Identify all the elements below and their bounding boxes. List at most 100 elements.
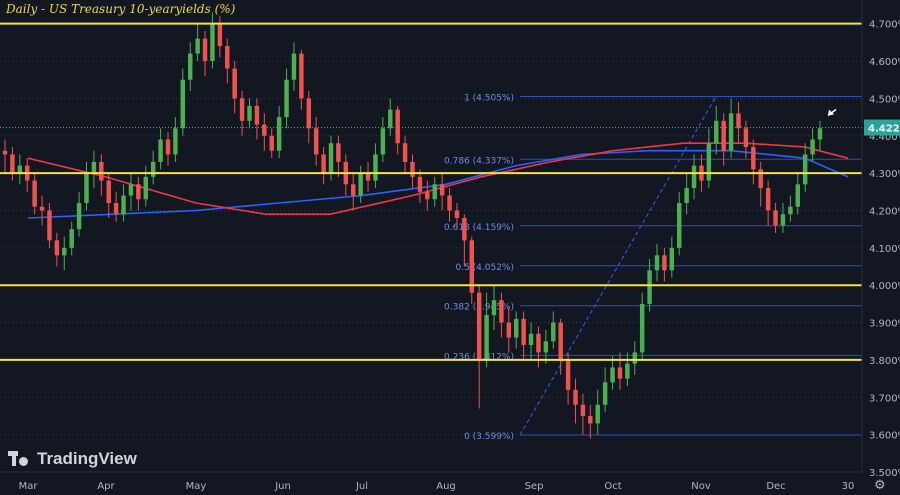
candle-body [247, 105, 252, 121]
candle-body [173, 128, 178, 155]
y-tick-label: 4.500% [869, 94, 900, 105]
candle-body [714, 120, 719, 144]
candle-body [632, 352, 637, 364]
candle-body [121, 195, 126, 215]
candle-body [506, 322, 512, 338]
y-tick-label: 3.600% [869, 431, 900, 442]
candle-body [439, 184, 445, 196]
fib-level-label: 0.618 (4.159%) [444, 223, 514, 233]
candle-body [373, 154, 378, 181]
candle-body [684, 188, 689, 204]
tradingview-logo-icon [8, 451, 32, 467]
candle-body [721, 120, 726, 151]
candle-body [395, 109, 400, 144]
candle-body [758, 169, 763, 189]
fib-level-label: 0.5 (4.052%) [455, 263, 514, 273]
candle-body [217, 23, 223, 47]
y-tick-label: 4.300% [869, 169, 900, 180]
candle-body [165, 139, 171, 155]
candle-body [158, 139, 163, 162]
x-tick-label: Nov [691, 481, 711, 492]
candle-body [328, 143, 334, 174]
candle-body [32, 180, 37, 207]
candle-body [10, 154, 15, 174]
candle-body [262, 124, 267, 136]
candle-body [239, 98, 245, 121]
candle-body [543, 341, 549, 353]
candle-body [795, 184, 800, 207]
candle-body [91, 161, 97, 174]
candle-body [499, 300, 504, 323]
tradingview-wordmark: TradingView [37, 449, 137, 468]
candle-body [136, 184, 141, 200]
gear-icon[interactable]: ⚙ [874, 478, 886, 493]
candle-body [417, 176, 423, 192]
candle-body [662, 255, 667, 271]
y-tick-label: 4.000% [869, 281, 900, 292]
candle-body [780, 214, 786, 226]
candle-body [380, 128, 386, 155]
last-price-label: 4.422% [868, 124, 900, 135]
candle-body [691, 165, 697, 189]
candle-body [269, 135, 274, 151]
candle-body [351, 184, 356, 196]
candle-body [610, 367, 615, 383]
x-tick-label: Mar [19, 481, 39, 492]
x-tick-label: Apr [97, 481, 115, 492]
candle-body [810, 139, 815, 155]
candle-body [462, 217, 467, 241]
candle-body [62, 247, 67, 256]
candle-body [521, 318, 526, 345]
fib-trend-line [519, 96, 717, 436]
moving-average-line [27, 142, 849, 215]
candle-body [454, 210, 460, 218]
x-tick-label: Jun [274, 481, 291, 492]
y-tick-label: 3.900% [869, 319, 900, 330]
candle-body [647, 270, 652, 304]
candle-body [802, 154, 808, 185]
candle-body [128, 184, 134, 196]
candle-body [113, 203, 119, 215]
candle-body [365, 173, 371, 181]
fib-level-label: 1 (4.505%) [464, 94, 514, 104]
candle-body [639, 303, 645, 353]
candle-body [447, 195, 452, 211]
candle-body [736, 113, 741, 129]
candle-body [536, 333, 541, 353]
y-tick-label: 4.700% [869, 20, 900, 31]
x-tick-label: Aug [436, 481, 456, 492]
fib-level-label: 0.786 (4.337%) [444, 156, 514, 166]
candle-body [706, 143, 712, 181]
candle-body [210, 23, 215, 62]
candle-body [276, 117, 282, 151]
candle-body [336, 143, 341, 162]
candle-body [588, 415, 593, 424]
candle-body [299, 53, 304, 99]
candle-body [84, 173, 89, 204]
candle-body [150, 161, 156, 177]
candle-body [202, 38, 208, 62]
candle-body [188, 53, 193, 80]
y-tick-label: 4.200% [869, 206, 900, 217]
candle-body [728, 113, 734, 151]
candle-body [788, 206, 793, 215]
candle-body [773, 210, 778, 226]
candle-body [306, 98, 311, 129]
candle-body [751, 146, 756, 170]
candle-body [573, 389, 578, 405]
candle-body [402, 143, 408, 162]
candle-body [54, 240, 60, 256]
candle-body [99, 161, 104, 181]
candle-body [410, 161, 415, 177]
fib-level-label: 0 (3.599%) [464, 432, 514, 442]
candle-body [76, 203, 82, 230]
last-price-badge [864, 119, 900, 136]
candle-body [677, 203, 682, 248]
candle-body [2, 150, 8, 155]
x-tick-label: 30 [842, 481, 855, 492]
moving-average-line [27, 149, 849, 219]
candle-body [232, 68, 237, 99]
y-tick-label: 3.700% [869, 393, 900, 404]
annotation-arrow-head-icon [828, 109, 834, 116]
